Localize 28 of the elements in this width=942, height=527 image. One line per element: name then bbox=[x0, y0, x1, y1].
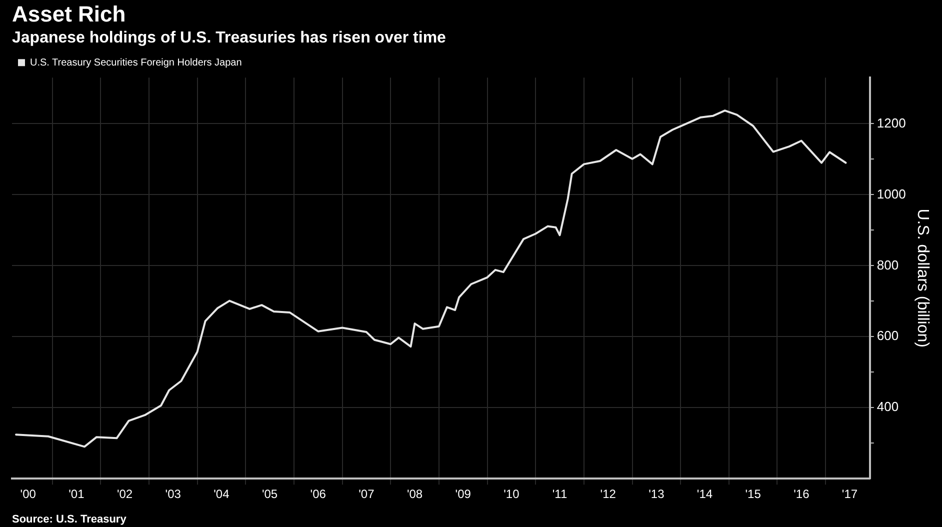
y-tick-label: 400 bbox=[876, 399, 899, 414]
x-tick-label: '08 bbox=[406, 487, 423, 502]
y-tick-label: 1000 bbox=[876, 186, 906, 202]
x-tick-label: '17 bbox=[842, 487, 858, 502]
source-note: Source: U.S. Treasury bbox=[12, 514, 128, 526]
legend-label: U.S. Treasury Securities Foreign Holders Japan bbox=[30, 57, 242, 68]
x-tick-label: '14 bbox=[696, 487, 713, 502]
x-tick-label: '02 bbox=[116, 487, 133, 502]
x-tick-label: '09 bbox=[455, 487, 472, 502]
y-tick-label: 1200 bbox=[876, 115, 906, 130]
x-tick-label: '01 bbox=[68, 487, 85, 502]
x-tick-label: '16 bbox=[794, 487, 810, 502]
y-tick-label: 800 bbox=[876, 257, 899, 272]
chart-title: Asset Rich bbox=[12, 1, 126, 26]
x-tick-label: '10 bbox=[504, 487, 520, 502]
x-tick-label: '07 bbox=[358, 487, 375, 502]
x-tick-label: '11 bbox=[552, 487, 568, 502]
chart-subtitle: Japanese holdings of U.S. Treasuries has risen over time bbox=[12, 29, 446, 46]
x-tick-label: '12 bbox=[600, 487, 616, 502]
x-tick-label: '06 bbox=[310, 487, 326, 502]
y-axis-title: U.S. dollars (billion) bbox=[914, 208, 931, 348]
x-tick-label: '05 bbox=[262, 487, 278, 502]
y-tick-label: 600 bbox=[876, 328, 899, 344]
x-tick-label: '04 bbox=[214, 487, 230, 502]
x-tick-label: '03 bbox=[165, 487, 182, 502]
x-tick-label: '15 bbox=[745, 487, 762, 502]
x-tick-label: '00 bbox=[20, 487, 36, 502]
x-tick-label: '13 bbox=[648, 487, 665, 502]
